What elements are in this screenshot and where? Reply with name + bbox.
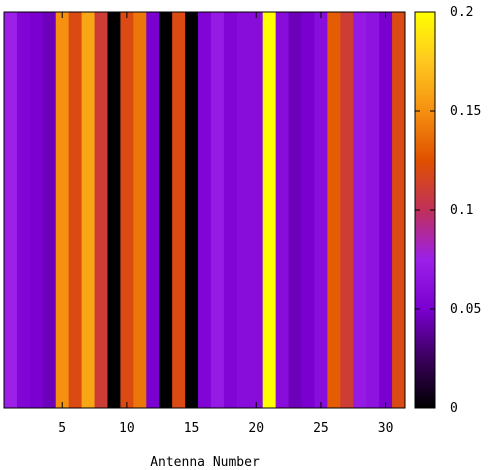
- heatmap-column-23: [288, 12, 302, 408]
- colorbar-tick-label: 0.15: [450, 104, 481, 119]
- heatmap-column-19: [236, 12, 251, 408]
- heatmap-column-29: [366, 12, 380, 408]
- heatmap-column-15: [185, 12, 199, 408]
- colorbar-tick-label: 0.05: [450, 302, 481, 317]
- heatmap-column-10: [120, 12, 134, 408]
- heatmap-column-21: [262, 12, 277, 408]
- heatmap-column-8: [94, 12, 108, 408]
- heatmap-column-3: [29, 12, 44, 408]
- heatmap-column-7: [81, 12, 95, 408]
- x-tick-label: 20: [248, 421, 264, 436]
- heatmap-column-24: [301, 12, 315, 408]
- heatmap-column-31: [392, 12, 406, 408]
- heatmap-column-12: [146, 12, 160, 408]
- heatmap-column-6: [68, 12, 83, 408]
- x-tick-label: 30: [378, 421, 394, 436]
- heatmap-column-18: [223, 12, 238, 408]
- heatmap-column-27: [340, 12, 354, 408]
- heatmap-column-9: [107, 12, 121, 408]
- heatmap-column-4: [42, 12, 57, 408]
- heatmap-column-11: [133, 12, 147, 408]
- heatmap-column-22: [275, 12, 289, 408]
- colorbar-tick-label: 0.1: [450, 203, 473, 218]
- plot-frame: [3, 11, 406, 409]
- heatmap-column-16: [198, 12, 212, 408]
- heatmap-column-13: [159, 12, 173, 408]
- heatmap-column-5: [55, 12, 70, 408]
- x-axis-ticks: 5 10 15 20 25 30: [58, 12, 393, 436]
- heatmap-column-28: [353, 12, 367, 408]
- x-tick-label: 25: [313, 421, 329, 436]
- colorbar-tick-label: 0.2: [450, 5, 473, 20]
- heatmap-column-2: [16, 12, 31, 408]
- heatmap-cells: [4, 12, 406, 408]
- heatmap-column-14: [172, 12, 186, 408]
- heatmap-column-25: [314, 12, 328, 408]
- heatmap-column-17: [210, 12, 225, 408]
- heatmap-column-1: [4, 12, 18, 408]
- x-tick-label: 5: [58, 421, 66, 436]
- heatmap-column-20: [249, 12, 264, 408]
- colorbar-ticks: 0 0.05 0.1 0.15 0.2: [415, 5, 481, 416]
- heatmap-column-30: [379, 12, 393, 408]
- colorbar-tick-label: 0: [450, 401, 458, 416]
- heatmap-column-26: [327, 12, 341, 408]
- x-axis-label: Antenna Number: [150, 455, 260, 470]
- x-tick-label: 10: [119, 421, 135, 436]
- x-tick-label: 15: [184, 421, 200, 436]
